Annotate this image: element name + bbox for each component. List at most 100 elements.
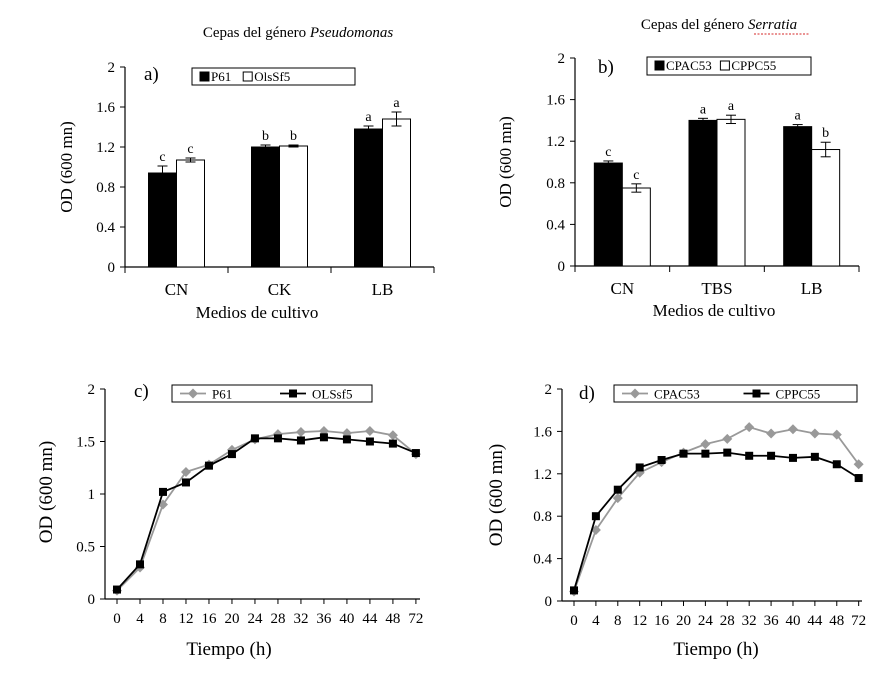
panel-c-ytick-label: 1.5 — [76, 435, 95, 451]
panel-c-point-square — [113, 585, 121, 594]
panel-d-point-square — [788, 453, 797, 462]
panel-c-letter: c) — [134, 381, 149, 402]
panel-b-plot-area: 0 0.4 0.8 1.2 1.6 2 CN c c TBS a a LB a b CPAC53 CPPC55 — [546, 51, 860, 298]
panel-d-point-square — [767, 451, 776, 460]
panel-b-category-label: CN — [611, 279, 635, 298]
panel-d-series-line-1 — [573, 426, 860, 592]
panel-c-point-diamond — [364, 426, 375, 436]
panel-d-point-square — [832, 460, 841, 469]
panel-d-xtick-label: 36 — [764, 613, 780, 629]
panel-d-ytick-label: 0 — [545, 594, 553, 610]
panel-b-title: Cepas del género Serratia — [641, 17, 797, 33]
panel-d-line-chart: d) OD (600 mn) Tiempo (h) 0 0.4 0.8 1.2 1.6 2… — [486, 382, 866, 660]
panel-c-ytick-label: 0.5 — [76, 540, 95, 556]
panel-c-point-square — [181, 478, 190, 487]
panel-d-point-square — [723, 448, 732, 457]
panel-d-point-diamond — [853, 459, 864, 470]
panel-b-ytick-label: 1.6 — [546, 93, 565, 109]
panel-c-point-square — [342, 435, 351, 444]
panel-c-xtick-label: 4 — [136, 611, 144, 627]
panel-c-xtick-label: 32 — [293, 611, 308, 627]
panel-a-legend-box — [191, 67, 356, 86]
panel-c-xtick-label: 8 — [159, 611, 167, 627]
panel-a-ytick-label: 1.2 — [96, 140, 115, 156]
panel-a-category-label: CN — [165, 280, 189, 299]
panel-d-xtick-label: 72 — [851, 613, 866, 629]
panel-b-significance-letter: c — [605, 145, 611, 160]
panel-d-point-diamond — [744, 422, 755, 433]
panel-d-xtick-label: 24 — [698, 613, 714, 629]
panel-d-point-square — [635, 463, 644, 472]
panel-c-point-square — [319, 433, 328, 442]
panel-d-xtick-label: 12 — [632, 613, 647, 629]
panel-b-ytick-label: 0.4 — [546, 217, 565, 233]
panel-b-bar-series2 — [716, 118, 746, 267]
panel-c-ytick-label: 2 — [88, 382, 96, 398]
panel-d-ytick-label: 1.6 — [533, 424, 552, 440]
panel-a-bar-chart: Cepas del género Pseudomonas a) OD (600 … — [57, 25, 435, 322]
panel-c-series-line-2 — [116, 436, 417, 591]
panel-c-ytick-label: 0 — [88, 592, 96, 608]
panel-d-point-diamond — [766, 428, 777, 439]
panel-d-xtick-label: 0 — [570, 613, 578, 629]
panel-a-ylabel: OD (600 mn) — [57, 121, 76, 213]
panel-d-point-square — [701, 449, 710, 458]
panel-a-legend-swatch — [242, 71, 253, 82]
panel-d-series-line-2 — [573, 451, 860, 591]
panel-c-xtick-label: 28 — [270, 611, 285, 627]
panel-c-xtick-label: 0 — [113, 611, 121, 627]
panel-d-point-diamond — [809, 428, 820, 439]
panel-d-ytick-label: 2 — [545, 382, 553, 398]
panel-b-legend-swatch — [719, 60, 730, 71]
panel-c-point-square — [296, 436, 305, 445]
panel-c-point-diamond — [180, 466, 191, 477]
panel-b-category-label: TBS — [701, 279, 732, 298]
panel-b-ytick-label: 2 — [558, 51, 566, 67]
panel-c-point-square — [388, 439, 397, 448]
panel-a-bar-series2 — [279, 145, 308, 268]
panel-c-point-square — [250, 434, 259, 443]
panel-d-xtick-label: 28 — [720, 613, 735, 629]
panel-d-xtick-label: 48 — [829, 613, 844, 629]
panel-a-title: Cepas del género Pseudomonas — [203, 25, 394, 41]
panel-d-xtick-label: 8 — [614, 613, 622, 629]
panel-b-significance-letter: b — [822, 126, 829, 141]
panel-c-point-square — [135, 560, 144, 569]
panel-a-letter: a) — [144, 64, 159, 85]
panel-c-legend-marker — [188, 388, 198, 399]
panel-b-ylabel: OD (600 mn) — [496, 116, 515, 208]
panel-c-line-chart: c) OD (600 mn) Tiempo (h) 00.511.520 4 8 12… — [36, 381, 423, 660]
panel-b-significance-letter: a — [700, 102, 707, 117]
panel-c-series-line-1 — [116, 430, 417, 592]
panel-b-ytick-label: 1.2 — [546, 134, 565, 150]
panel-c-point-square — [365, 437, 374, 446]
panel-d-ytick-label: 0.4 — [533, 552, 552, 568]
panel-d-point-square — [591, 512, 600, 521]
panel-d-legend-marker — [630, 388, 640, 399]
panel-d-point-diamond — [831, 429, 842, 440]
panel-c-xtick-label: 72 — [408, 611, 423, 627]
panel-b-significance-letter: a — [728, 99, 735, 114]
panel-a-bar-series1 — [354, 128, 383, 268]
panel-c-xtick-label: 16 — [201, 611, 217, 627]
panel-d-legend-label: CPPC55 — [776, 387, 821, 402]
panel-d-plot-area: 00.40.81.21.620 4 8 12 16 20 24 28 32 36 40 44 48 72C… — [533, 382, 866, 629]
panel-a-ytick-label: 0 — [108, 260, 116, 276]
panel-c-xlabel: Tiempo (h) — [186, 639, 271, 660]
panel-a-bar-series1 — [251, 146, 280, 268]
panel-d-xtick-label: 32 — [742, 613, 757, 629]
panel-b-letter: b) — [598, 57, 614, 78]
panel-a-plot-area: 0 0.4 0.8 1.2 1.6 2 CN c c CK b b LB a a P61 OlsSf5 — [96, 60, 435, 299]
panel-a-significance-letter: c — [159, 150, 165, 165]
panel-b-bar-series2 — [621, 187, 651, 267]
panel-a-ytick-label: 0.4 — [96, 220, 115, 236]
panel-c-xtick-label: 36 — [316, 611, 332, 627]
panel-c-point-square — [227, 450, 236, 459]
panel-d-point-square — [854, 474, 863, 483]
panel-c-point-square — [204, 461, 213, 470]
panel-d-xlabel: Tiempo (h) — [673, 639, 758, 660]
panel-a-significance-letter: b — [290, 129, 297, 144]
panel-d-letter: d) — [579, 383, 595, 404]
panel-c-xtick-label: 48 — [385, 611, 400, 627]
panel-d-legend-marker — [752, 389, 761, 398]
